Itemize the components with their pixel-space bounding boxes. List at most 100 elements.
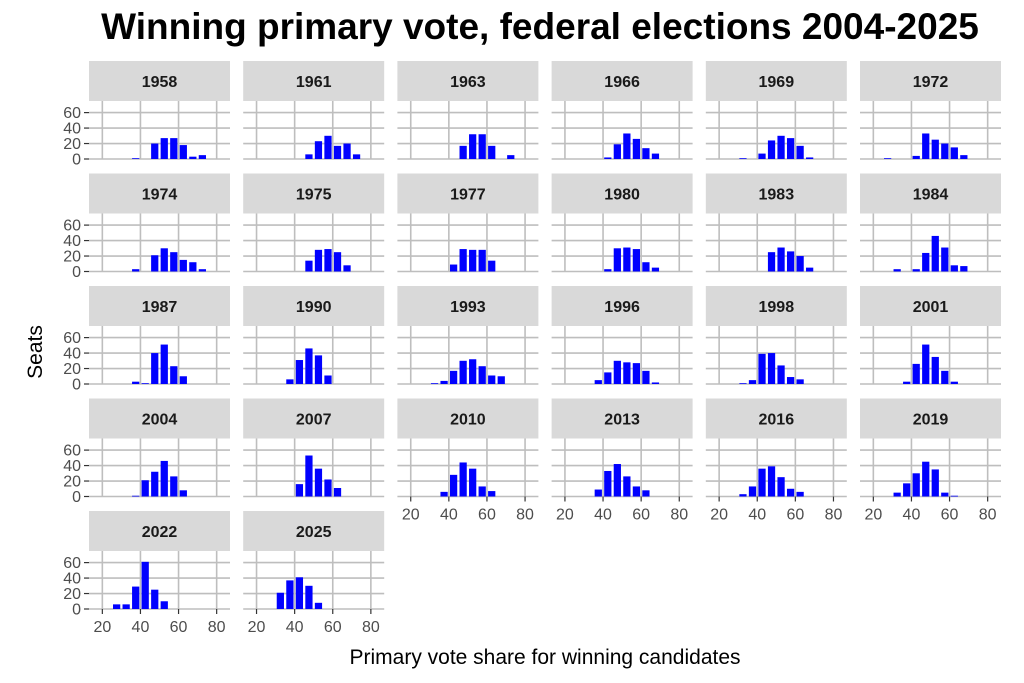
facet-panel-2025: 2025 20 40 60 80 xyxy=(243,511,385,636)
bar xyxy=(449,370,458,384)
bar xyxy=(459,360,467,384)
facet-panel-1984: 1984 xyxy=(860,173,1001,273)
bar xyxy=(333,487,342,497)
bar xyxy=(786,138,795,159)
y-tick-label: 60 xyxy=(63,218,81,235)
x-tick-label: 20 xyxy=(864,507,882,524)
facet-strip xyxy=(705,173,847,214)
bar xyxy=(651,267,660,272)
facet-strip xyxy=(551,398,693,439)
facet-strip xyxy=(243,511,385,551)
bar xyxy=(931,235,939,272)
facet-strip xyxy=(397,286,539,326)
bar xyxy=(113,604,121,609)
bar xyxy=(478,134,486,159)
facet-strip-label: 2001 xyxy=(913,299,949,316)
facet-strip xyxy=(705,286,847,326)
facet-panel-2007: 2007 xyxy=(243,398,385,498)
facet-strip-label: 1998 xyxy=(759,299,795,316)
facet-panel-1996: 1996 xyxy=(551,286,693,385)
bar xyxy=(767,252,776,272)
bar xyxy=(198,269,206,272)
bar xyxy=(324,375,332,384)
bar xyxy=(623,247,631,272)
facet-panel-1975: 1975 xyxy=(243,173,385,273)
x-tick-label: 40 xyxy=(903,507,921,524)
y-tick-label: 60 xyxy=(63,330,81,347)
bar xyxy=(189,156,197,159)
bar xyxy=(922,252,930,272)
facet-panel-1998: 1998 xyxy=(705,286,847,385)
bar xyxy=(623,476,631,497)
bar xyxy=(478,486,486,497)
bar xyxy=(305,348,313,384)
chart-title: Winning primary vote, federal elections … xyxy=(101,6,979,47)
facet-strip xyxy=(551,61,693,101)
x-tick-label: 20 xyxy=(93,619,111,636)
facet-strip xyxy=(397,61,539,101)
y-tick-label: 0 xyxy=(72,489,81,506)
facet-strip-label: 1958 xyxy=(142,74,178,91)
facet-strip-label: 2007 xyxy=(296,412,332,429)
facet-strip-label: 2019 xyxy=(913,412,949,429)
bar xyxy=(739,383,747,384)
y-tick-label: 20 xyxy=(63,249,81,266)
bar xyxy=(295,484,304,497)
x-tick-label: 60 xyxy=(632,507,650,524)
bar xyxy=(806,267,814,272)
facet-strip xyxy=(243,61,385,101)
x-tick-label: 80 xyxy=(516,507,534,524)
bar xyxy=(478,366,486,384)
bar xyxy=(469,249,477,272)
bar xyxy=(151,353,159,384)
bar xyxy=(132,269,140,272)
bar xyxy=(160,138,168,159)
bar xyxy=(613,248,621,272)
bar xyxy=(903,483,911,497)
facet-strip-label: 2016 xyxy=(759,412,795,429)
facet-strip xyxy=(860,61,1001,101)
bar xyxy=(170,476,178,497)
facet-strip-label: 1983 xyxy=(759,187,795,204)
bar xyxy=(469,468,477,497)
facet-strip-label: 1987 xyxy=(142,299,178,316)
y-tick-label: 40 xyxy=(63,121,81,138)
bar xyxy=(295,577,304,609)
y-tick-label: 40 xyxy=(63,458,81,475)
bar xyxy=(507,155,515,159)
bar xyxy=(651,382,660,384)
facet-strip-label: 1996 xyxy=(604,299,640,316)
bar xyxy=(151,255,159,272)
bar xyxy=(314,602,323,609)
bar xyxy=(912,269,920,272)
bar xyxy=(931,139,939,159)
bar xyxy=(912,363,920,384)
y-tick-label: 0 xyxy=(72,602,81,619)
x-tick-label: 40 xyxy=(594,507,612,524)
bar xyxy=(651,153,660,159)
facet-strip-label: 2004 xyxy=(142,412,178,429)
bar xyxy=(430,383,439,384)
x-tick-label: 60 xyxy=(478,507,496,524)
bar xyxy=(960,155,968,159)
bar xyxy=(632,138,641,159)
bar xyxy=(777,365,785,384)
y-tick-label: 0 xyxy=(72,264,81,281)
facet-strip-label: 1980 xyxy=(604,187,640,204)
bar xyxy=(132,586,140,609)
x-axis-title: Primary vote share for winning candidate… xyxy=(349,646,740,669)
x-tick-label: 80 xyxy=(979,507,997,524)
bar xyxy=(642,490,650,497)
bar xyxy=(488,375,496,384)
bar xyxy=(314,141,323,159)
facet-panel-1961: 1961 xyxy=(243,61,385,160)
bar xyxy=(497,376,505,384)
bar xyxy=(151,143,159,159)
bar xyxy=(903,381,911,384)
bar xyxy=(604,269,612,272)
facet-strip-label: 1990 xyxy=(296,299,332,316)
bar xyxy=(343,265,351,272)
